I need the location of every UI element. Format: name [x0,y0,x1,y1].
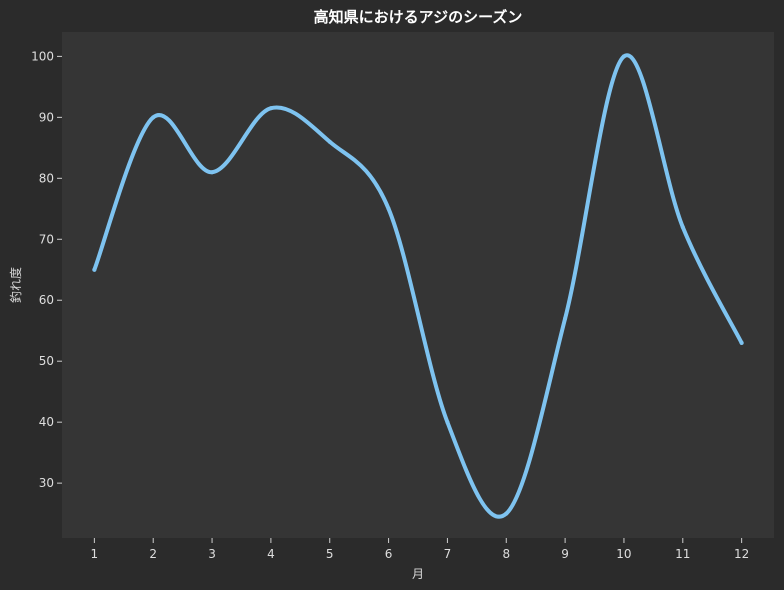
x-tick-label: 9 [561,547,569,561]
y-tick-label: 90 [39,110,54,124]
data-point [563,316,568,321]
data-point [680,225,685,230]
x-axis-label: 月 [412,567,424,581]
data-point [445,420,450,425]
data-point [92,267,97,272]
data-point [739,340,744,345]
x-tick-label: 3 [208,547,216,561]
data-point [327,139,332,144]
y-tick-label: 80 [39,171,54,185]
x-axis: 1 2 3 4 5 6 7 8 9 10 11 12 [91,538,749,561]
y-tick-label: 70 [39,232,54,246]
x-tick-label: 7 [444,547,452,561]
y-tick-label: 40 [39,415,54,429]
data-point [210,170,215,175]
x-tick-label: 11 [675,547,690,561]
x-tick-label: 6 [385,547,393,561]
x-tick-label: 4 [267,547,275,561]
plot-area [62,32,774,538]
y-tick-label: 30 [39,476,54,490]
x-tick-label: 12 [734,547,749,561]
x-tick-label: 8 [502,547,510,561]
data-point [268,106,273,111]
y-tick-label: 60 [39,293,54,307]
y-axis-label: 釣れ度 [8,267,23,303]
data-point [151,115,156,120]
data-point [504,511,509,516]
data-point [386,206,391,211]
chart-title: 高知県におけるアジのシーズン [314,8,523,26]
x-tick-label: 10 [616,547,631,561]
y-axis: 30 40 50 60 70 80 90 100 [31,49,62,490]
x-tick-label: 2 [149,547,157,561]
x-tick-label: 1 [91,547,99,561]
series-layer [92,53,744,519]
y-tick-label: 50 [39,354,54,368]
x-tick-label: 5 [326,547,334,561]
data-point [621,54,626,59]
y-tick-label: 100 [31,49,54,63]
